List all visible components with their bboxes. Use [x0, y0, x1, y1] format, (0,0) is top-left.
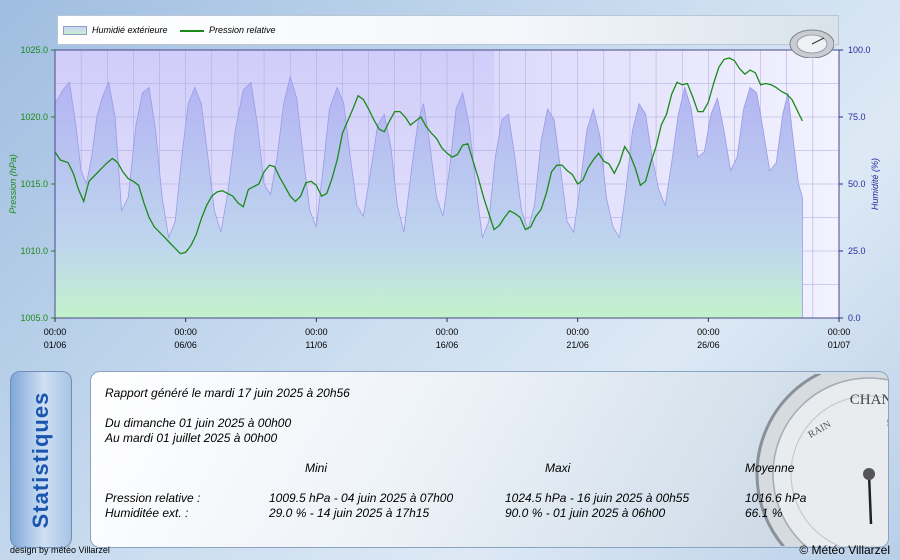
x-tick-time: 00:00	[305, 327, 328, 337]
row-humidity-label: Humiditée ext. :	[105, 506, 189, 520]
x-tick-time: 00:00	[828, 327, 851, 337]
x-tick-date: 01/06	[44, 340, 67, 350]
statistics-panel: CHANGE RAIN 5 Rapport généré le mardi 17…	[90, 371, 889, 548]
row-humidity-min: 29.0 % - 14 juin 2025 à 17h15	[269, 506, 430, 520]
legend-pressure-swatch	[180, 30, 204, 32]
left-tick-label: 1010.0	[20, 246, 48, 256]
left-tick-label: 1015.0	[20, 179, 48, 189]
statistics-tab: Statistiques	[10, 371, 72, 548]
right-tick-label: 50.0	[848, 179, 866, 189]
legend-humidity-label: Humidié extérieure	[92, 25, 168, 35]
right-axis-label: Humidité (%)	[870, 158, 880, 210]
statistics-tab-label: Statistiques	[28, 391, 53, 528]
design-credit: design by météo Villarzel	[10, 545, 110, 555]
period-start-line: Du dimanche 01 juin 2025 à 00h00	[105, 416, 292, 430]
left-tick-label: 1025.0	[20, 45, 48, 55]
x-tick-time: 00:00	[697, 327, 720, 337]
humidity-series-area	[54, 75, 803, 319]
x-tick-time: 00:00	[174, 327, 197, 337]
right-tick-label: 0.0	[848, 313, 861, 323]
row-pressure-max: 1024.5 hPa - 16 juin 2025 à 00h55	[505, 491, 690, 505]
left-tick-label: 1005.0	[20, 313, 48, 323]
row-pressure-avg: 1016.6 hPa	[745, 491, 807, 505]
left-tick-label: 1020.0	[20, 112, 48, 122]
row-pressure-label: Pression relative :	[105, 491, 201, 505]
x-tick-time: 00:00	[436, 327, 459, 337]
chart: 1005.0 1010.0 1015.0 1020.0 1025.0 0.0 25.0 50…	[8, 45, 880, 350]
gauge-number: 5	[887, 418, 889, 428]
x-tick-time: 00:00	[44, 327, 67, 337]
column-header-avg: Moyenne	[745, 461, 795, 475]
x-tick-date: 26/06	[697, 340, 720, 350]
x-tick-date: 16/06	[436, 340, 459, 350]
period-end-line: Au mardi 01 juillet 2025 à 00h00	[105, 431, 278, 445]
row-pressure-min: 1009.5 hPa - 04 juin 2025 à 07h00	[269, 491, 454, 505]
x-tick-date: 21/06	[566, 340, 589, 350]
column-header-max: Maxi	[545, 461, 571, 475]
x-tick-date: 11/06	[305, 340, 327, 350]
x-tick-date: 06/06	[174, 340, 197, 350]
barometer-gauge-icon: CHANGE RAIN 5	[755, 374, 889, 546]
right-tick-label: 100.0	[848, 45, 871, 55]
x-tick-time: 00:00	[566, 327, 589, 337]
x-tick-date: 01/07	[828, 340, 851, 350]
legend-humidity-swatch	[63, 26, 87, 35]
pressure-series-line	[54, 57, 803, 255]
chart-legend: Humidié extérieure Pression relative	[57, 15, 839, 58]
gauge-change-word: CHANGE	[850, 392, 889, 408]
row-humidity-avg: 66.1 %	[745, 506, 783, 520]
right-tick-label: 25.0	[848, 246, 866, 256]
row-humidity-max: 90.0 % - 01 juin 2025 à 06h00	[505, 506, 666, 520]
barometer-thumbnail-icon	[789, 29, 834, 58]
left-axis-label: Pression (hPa)	[8, 154, 18, 214]
column-header-min: Mini	[305, 461, 328, 475]
legend-pressure-label: Pression relative	[209, 25, 276, 35]
copyright-notice: © Météo Villarzel	[799, 543, 890, 557]
report-generated-line: Rapport généré le mardi 17 juin 2025 à 2…	[105, 386, 350, 400]
right-tick-label: 75.0	[848, 112, 866, 122]
